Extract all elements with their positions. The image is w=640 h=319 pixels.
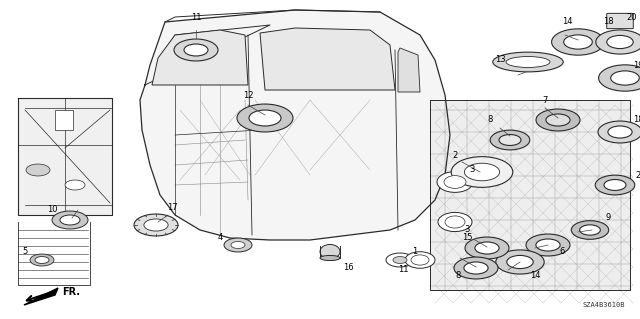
Circle shape bbox=[249, 110, 281, 126]
Text: 10: 10 bbox=[47, 205, 57, 214]
Circle shape bbox=[595, 175, 635, 195]
Text: 16: 16 bbox=[342, 263, 353, 272]
Circle shape bbox=[536, 109, 580, 131]
Circle shape bbox=[60, 215, 80, 225]
Circle shape bbox=[580, 225, 600, 235]
Text: 15: 15 bbox=[461, 234, 472, 242]
Circle shape bbox=[231, 241, 245, 249]
Circle shape bbox=[237, 104, 293, 132]
Circle shape bbox=[596, 30, 640, 54]
Circle shape bbox=[546, 114, 570, 126]
Circle shape bbox=[526, 234, 570, 256]
Circle shape bbox=[174, 39, 218, 61]
Circle shape bbox=[536, 239, 560, 251]
Text: 5: 5 bbox=[22, 248, 28, 256]
Ellipse shape bbox=[320, 244, 340, 259]
Text: 14: 14 bbox=[530, 271, 540, 279]
Circle shape bbox=[30, 254, 54, 266]
Text: 6: 6 bbox=[559, 248, 564, 256]
Text: 19: 19 bbox=[633, 61, 640, 70]
Polygon shape bbox=[260, 28, 395, 90]
Circle shape bbox=[26, 164, 50, 176]
Circle shape bbox=[451, 157, 513, 187]
Text: 20: 20 bbox=[627, 13, 637, 23]
Circle shape bbox=[52, 211, 88, 229]
Ellipse shape bbox=[445, 216, 465, 228]
Text: 14: 14 bbox=[562, 18, 572, 26]
Circle shape bbox=[572, 221, 609, 239]
Text: 11: 11 bbox=[191, 13, 201, 23]
Text: 18: 18 bbox=[603, 18, 613, 26]
Text: 8: 8 bbox=[487, 115, 493, 124]
Text: 17: 17 bbox=[166, 203, 177, 211]
Circle shape bbox=[144, 219, 168, 231]
Text: 7: 7 bbox=[542, 95, 548, 105]
Circle shape bbox=[465, 163, 500, 181]
Polygon shape bbox=[140, 10, 450, 240]
Circle shape bbox=[598, 65, 640, 91]
Text: 2: 2 bbox=[452, 151, 458, 160]
Bar bbox=[55, 110, 73, 130]
Circle shape bbox=[604, 180, 626, 190]
Circle shape bbox=[608, 126, 632, 138]
Ellipse shape bbox=[444, 176, 466, 189]
Text: 18: 18 bbox=[633, 115, 640, 124]
Circle shape bbox=[490, 130, 530, 150]
Text: 9: 9 bbox=[605, 213, 611, 222]
Circle shape bbox=[552, 29, 604, 55]
Text: FR.: FR. bbox=[62, 287, 80, 297]
Polygon shape bbox=[24, 288, 58, 305]
Text: 13: 13 bbox=[495, 56, 506, 64]
Text: 3: 3 bbox=[464, 226, 470, 234]
Circle shape bbox=[184, 44, 208, 56]
Circle shape bbox=[611, 71, 639, 85]
Polygon shape bbox=[152, 30, 248, 85]
Circle shape bbox=[507, 256, 533, 269]
Ellipse shape bbox=[506, 56, 550, 68]
Circle shape bbox=[607, 35, 633, 48]
FancyBboxPatch shape bbox=[607, 13, 634, 29]
Text: 8: 8 bbox=[455, 271, 461, 279]
Text: 2: 2 bbox=[636, 170, 640, 180]
Ellipse shape bbox=[411, 255, 429, 265]
Circle shape bbox=[464, 262, 488, 274]
Circle shape bbox=[134, 214, 178, 236]
Circle shape bbox=[454, 257, 498, 279]
Ellipse shape bbox=[437, 172, 473, 192]
Circle shape bbox=[35, 256, 49, 263]
Ellipse shape bbox=[320, 256, 340, 261]
Ellipse shape bbox=[493, 52, 563, 72]
Circle shape bbox=[224, 238, 252, 252]
Text: SZA4B3610B: SZA4B3610B bbox=[582, 302, 625, 308]
Text: 12: 12 bbox=[243, 91, 253, 100]
Polygon shape bbox=[430, 100, 630, 290]
Text: 1: 1 bbox=[412, 248, 418, 256]
Ellipse shape bbox=[438, 212, 472, 232]
Text: 4: 4 bbox=[218, 234, 223, 242]
Text: 3: 3 bbox=[469, 166, 475, 174]
Ellipse shape bbox=[405, 252, 435, 268]
Circle shape bbox=[564, 35, 592, 49]
Circle shape bbox=[496, 250, 544, 274]
Circle shape bbox=[393, 256, 407, 263]
Circle shape bbox=[65, 180, 85, 190]
Circle shape bbox=[465, 237, 509, 259]
Text: 11: 11 bbox=[397, 265, 408, 275]
Circle shape bbox=[475, 242, 499, 254]
Circle shape bbox=[598, 121, 640, 143]
Polygon shape bbox=[18, 98, 112, 215]
Circle shape bbox=[386, 253, 414, 267]
Polygon shape bbox=[398, 48, 420, 92]
Circle shape bbox=[499, 135, 521, 145]
